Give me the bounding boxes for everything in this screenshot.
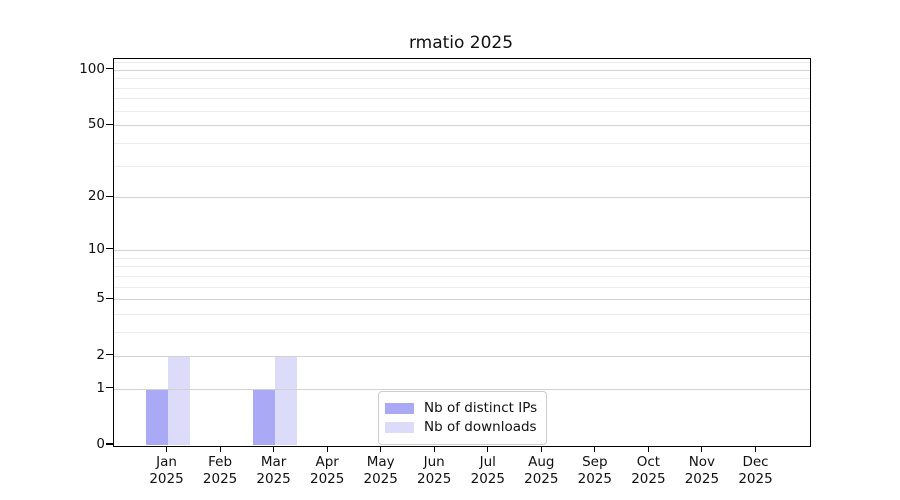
x-tick-label: Jun 2025 <box>417 454 452 487</box>
x-tick-label: Feb 2025 <box>202 454 238 487</box>
x-tick-mark <box>219 446 221 452</box>
legend-swatch-distinct-ips <box>385 403 414 414</box>
y-tick-label: 20 <box>87 188 105 205</box>
x-tick-mark <box>326 446 328 452</box>
y-tick-label: 10 <box>87 240 105 257</box>
legend-label-downloads: Nb of downloads <box>424 419 537 435</box>
y-tick-mark <box>106 195 113 197</box>
y-tick-label: 0 <box>96 436 105 452</box>
x-tick-label: Jul 2025 <box>470 454 505 487</box>
y-tick-mark <box>106 297 113 299</box>
x-tick-label: Sep 2025 <box>577 454 612 487</box>
legend: Nb of distinct IPs Nb of downloads <box>378 391 547 445</box>
x-tick-mark <box>273 446 275 452</box>
y-tick-label: 2 <box>96 346 105 363</box>
x-tick-mark <box>594 446 596 452</box>
y-tick-label: 100 <box>79 60 105 77</box>
x-tick-mark <box>701 446 703 452</box>
legend-swatch-downloads <box>385 422 414 433</box>
plot-area <box>113 58 811 447</box>
legend-item-distinct-ips: Nb of distinct IPs <box>385 399 538 418</box>
x-tick-label: Jan 2025 <box>149 454 184 487</box>
legend-label-distinct-ips: Nb of distinct IPs <box>424 400 538 416</box>
bar-distinct-ips <box>252 388 275 445</box>
chart-title: rmatio 2025 <box>408 33 514 53</box>
legend-item-downloads: Nb of downloads <box>385 418 538 437</box>
x-tick-label: Mar 2025 <box>256 454 291 487</box>
y-tick-mark <box>106 443 113 445</box>
y-tick-mark <box>106 387 113 389</box>
y-tick-mark <box>106 68 113 70</box>
bar-downloads <box>274 355 297 445</box>
x-tick-mark <box>165 446 168 452</box>
y-tick-label: 50 <box>87 116 105 133</box>
x-tick-label: Nov 2025 <box>684 454 720 487</box>
x-tick-mark <box>647 446 649 452</box>
y-tick-label: 5 <box>96 290 105 307</box>
x-tick-mark <box>540 446 542 452</box>
x-tick-mark <box>487 446 489 452</box>
bar-downloads <box>167 355 190 445</box>
x-tick-label: May 2025 <box>363 454 398 487</box>
y-tick-mark <box>106 123 113 125</box>
x-tick-label: Aug 2025 <box>524 454 559 487</box>
y-tick-mark <box>106 354 113 356</box>
y-tick-mark <box>106 248 113 250</box>
x-tick-mark <box>380 446 382 452</box>
x-tick-label: Apr 2025 <box>310 454 345 487</box>
x-tick-label: Dec 2025 <box>738 454 773 487</box>
y-tick-label: 1 <box>96 379 105 396</box>
x-tick-mark <box>754 446 757 452</box>
x-tick-label: Oct 2025 <box>631 454 666 487</box>
bar-distinct-ips <box>145 388 168 445</box>
x-tick-mark <box>433 446 435 452</box>
bars-layer <box>114 59 810 446</box>
